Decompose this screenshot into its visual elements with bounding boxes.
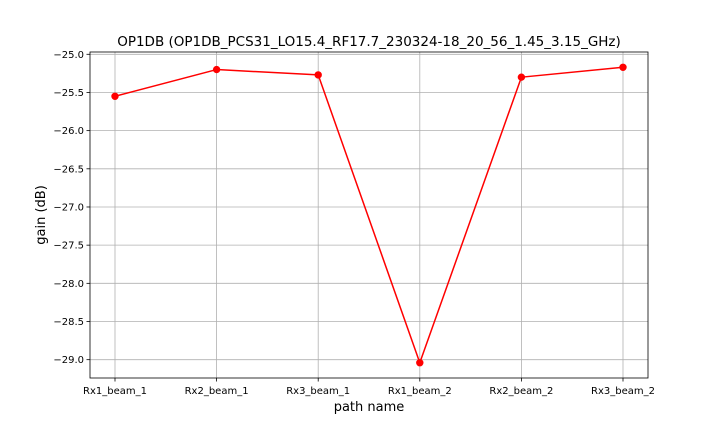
y-tick-label: −25.5 xyxy=(53,88,84,99)
series-line xyxy=(114,66,624,364)
data-point xyxy=(416,359,424,367)
grid xyxy=(90,52,648,378)
x-tick-label: Rx2_beam_2 xyxy=(489,386,553,397)
x-tick-label: Rx1_beam_1 xyxy=(83,386,147,397)
x-tick-label: Rx2_beam_1 xyxy=(185,386,249,397)
y-tick-label: −28.0 xyxy=(53,279,84,290)
axis-ticks: −25.0 −25.5 −26.0 −26.5 −27.0 −27.5 −28.0 −28.5… xyxy=(53,50,655,397)
y-tick-label: −28.5 xyxy=(53,317,84,328)
data-point xyxy=(212,65,221,74)
y-tick-label: −29.0 xyxy=(53,355,84,366)
y-tick-label: −25.0 xyxy=(53,50,84,61)
x-tick-label: Rx3_beam_1 xyxy=(286,386,350,397)
data-point xyxy=(517,73,526,81)
y-tick-label: −27.0 xyxy=(53,202,84,213)
series xyxy=(111,63,627,367)
x-tick-label: Rx3_beam_2 xyxy=(591,386,655,397)
y-tick-label: −26.5 xyxy=(53,164,84,175)
data-point xyxy=(619,63,627,71)
y-axis-title: gain (dB) xyxy=(34,185,49,245)
data-point xyxy=(314,71,322,79)
y-tick-label: −27.5 xyxy=(53,241,84,252)
plot-area-frame xyxy=(89,51,649,379)
chart-title: OP1DB (OP1DB_PCS31_LO15.4_RF17.7_230324-… xyxy=(117,34,621,50)
x-tick-label: Rx1_beam_2 xyxy=(388,386,452,397)
y-tick-label: −26.0 xyxy=(53,126,84,137)
x-axis-title: path name xyxy=(334,400,405,415)
data-point xyxy=(111,92,119,100)
